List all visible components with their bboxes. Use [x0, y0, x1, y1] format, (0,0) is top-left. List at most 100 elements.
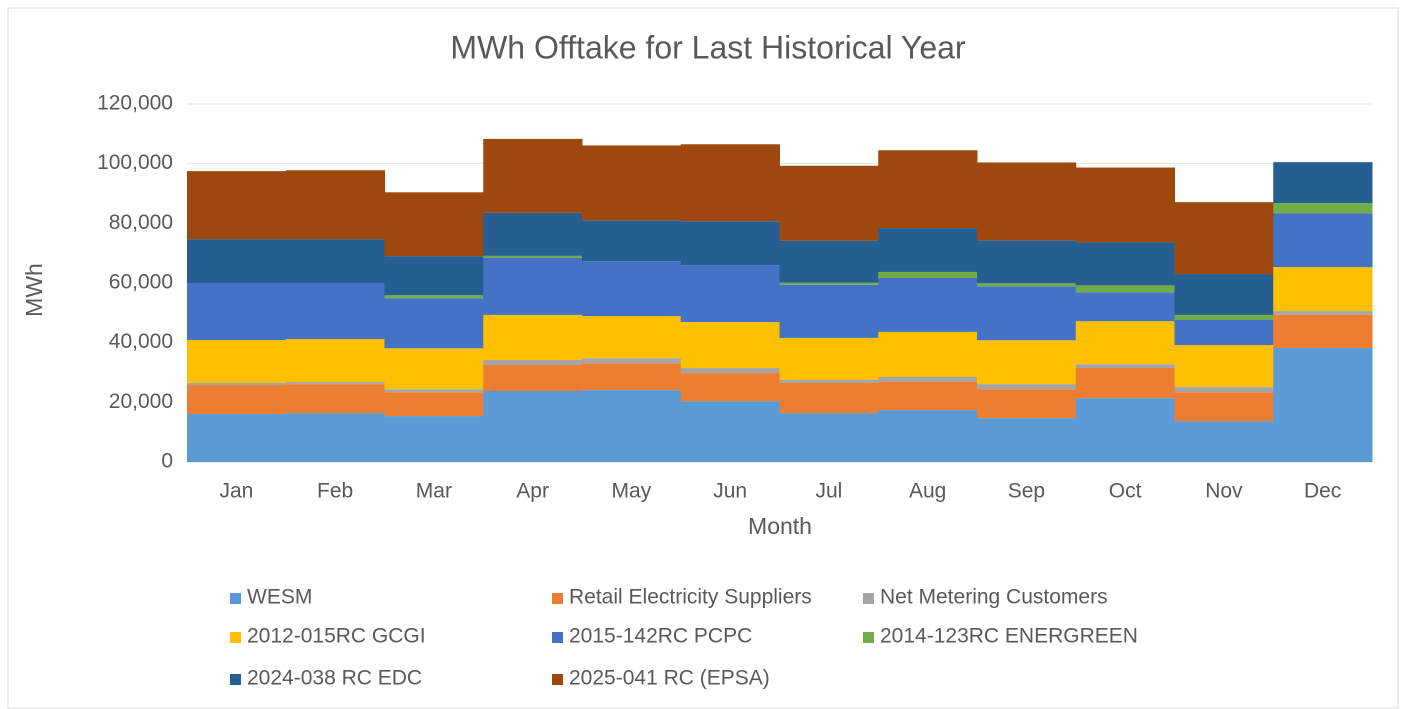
bar-segment	[187, 171, 287, 240]
legend-swatch	[552, 674, 563, 685]
bar-segment	[187, 385, 287, 414]
bar-segment	[878, 331, 978, 377]
legend-label: Retail Electricity Suppliers	[569, 586, 812, 609]
bar-segment	[878, 382, 978, 411]
legend-label: 2015-142RC PCPC	[569, 625, 752, 648]
bar-segment	[779, 337, 879, 380]
bar-segment	[977, 384, 1077, 390]
bar-segment	[384, 298, 484, 349]
bar-segment	[977, 340, 1077, 385]
bar-segment	[680, 221, 780, 266]
bar-segment	[878, 376, 978, 383]
bar-segment	[384, 256, 484, 296]
bar-segment	[384, 416, 484, 462]
x-tick-label: Feb	[317, 480, 353, 503]
bar-segment	[878, 150, 978, 229]
bar-segment	[1174, 387, 1274, 393]
bar-segment	[779, 382, 879, 414]
legend-swatch	[863, 632, 874, 643]
x-tick-label: Mar	[416, 480, 452, 503]
y-tick-label: 0	[161, 450, 173, 473]
legend-label: 2012-015RC GCGI	[247, 625, 426, 648]
bar-segment	[1075, 321, 1175, 365]
bar-segment	[977, 418, 1077, 462]
bar-segment	[483, 390, 583, 462]
bar-segment	[285, 283, 385, 340]
legend-label: 2024-038 RC EDC	[247, 667, 422, 690]
bar-segment	[779, 413, 879, 462]
legend-label: 2025-041 RC (EPSA)	[569, 667, 770, 690]
legend-swatch	[230, 632, 241, 643]
bar-segment	[483, 257, 583, 315]
bar-segment	[977, 240, 1077, 284]
bar-segment	[582, 316, 682, 359]
bar-segment	[878, 228, 978, 272]
legend-label: 2014-123RC ENERGREEN	[880, 625, 1138, 648]
bar-segment	[483, 365, 583, 391]
bar-segment	[187, 339, 287, 383]
bar-segment	[483, 255, 583, 258]
bar-segment	[1273, 348, 1373, 462]
bar-segment	[582, 145, 682, 221]
x-tick-label: Dec	[1304, 480, 1341, 503]
bar-segment	[680, 401, 780, 462]
bar-segment	[582, 220, 682, 262]
bar-segment	[1273, 267, 1373, 312]
bar-segment	[483, 212, 583, 256]
bar-segment	[977, 283, 1077, 287]
bar-segment	[384, 192, 484, 257]
legend-swatch	[552, 632, 563, 643]
bar-segment	[187, 382, 287, 386]
y-tick-label: 120,000	[97, 92, 173, 115]
bar-segment	[1174, 314, 1274, 320]
bar-segment	[285, 382, 385, 385]
x-tick-label: Oct	[1109, 480, 1142, 503]
legend-swatch	[230, 593, 241, 604]
bar-segment	[1075, 398, 1175, 462]
y-tick-label: 60,000	[109, 271, 173, 294]
bar-segment	[680, 368, 780, 374]
bar-segment	[582, 261, 682, 317]
x-tick-label: Jul	[815, 480, 842, 503]
x-tick-label: Apr	[516, 480, 549, 503]
bar-segment	[384, 392, 484, 417]
bar-segment	[977, 389, 1077, 419]
x-tick-label: Nov	[1205, 480, 1243, 503]
bar-segment	[680, 144, 780, 222]
bar-segment	[483, 359, 583, 366]
y-tick-label: 40,000	[109, 330, 173, 353]
bar-segment	[384, 348, 484, 390]
y-tick-label: 20,000	[109, 390, 173, 413]
bar-segment	[582, 363, 682, 391]
bar-segment	[1075, 368, 1175, 399]
bar-segment	[1273, 162, 1373, 204]
bar-segment	[384, 389, 484, 393]
bar-segment	[1273, 213, 1373, 268]
bar-segment	[1075, 285, 1175, 293]
bar-segment	[977, 162, 1077, 241]
x-tick-label: Jun	[713, 480, 747, 503]
bar-segment	[483, 138, 583, 213]
bar-segment	[187, 239, 287, 283]
bar-segment	[878, 271, 978, 278]
x-tick-label: Sep	[1008, 480, 1045, 503]
bar-segment	[285, 384, 385, 414]
legend-label: Net Metering Customers	[880, 586, 1108, 609]
x-axis-title: Month	[748, 513, 812, 539]
bar-segment	[1075, 292, 1175, 322]
bar-segment	[779, 284, 879, 338]
bar-segment	[779, 379, 879, 383]
bar-segment	[1174, 345, 1274, 388]
bar-segment	[1174, 392, 1274, 422]
x-tick-label: Jan	[219, 480, 253, 503]
bar-segment	[582, 358, 682, 364]
bar-segment	[1273, 203, 1373, 214]
legend-swatch	[552, 593, 563, 604]
bar-segment	[483, 314, 583, 360]
bar-segment	[285, 239, 385, 283]
bar-segment	[384, 295, 484, 299]
legend-swatch	[863, 593, 874, 604]
bar-segment	[285, 413, 385, 462]
bar-segment	[680, 373, 780, 402]
